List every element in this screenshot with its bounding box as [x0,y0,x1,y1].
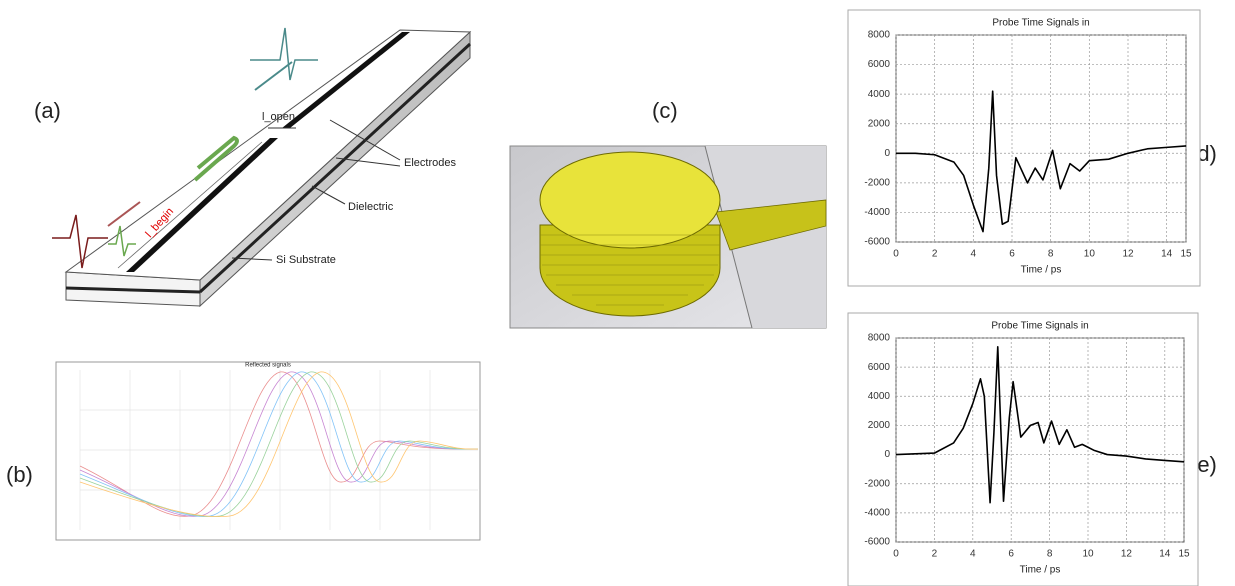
y-tick-label: -6000 [864,237,890,248]
y-tick-label: -4000 [864,507,890,518]
page: {"labels": {"a": "(a)", "b": "(b)", "c":… [0,0,1235,586]
x-tick-label: 2 [932,249,938,260]
panel-a: (a) l_open Electrodes Dielectric Si Subs… [34,28,470,306]
y-tick-label: -6000 [864,537,890,548]
panel-label: (c) [652,98,678,123]
x-tick-label: 0 [893,549,899,560]
figure: (a) l_open Electrodes Dielectric Si Subs… [0,0,1235,586]
x-tick-label: 0 [893,249,899,260]
annotation: Dielectric [348,201,394,213]
y-tick-label: 2000 [868,118,891,129]
chart: Probe Time Signals in Time / ps -6000 -4000… [848,313,1198,586]
y-tick-label: 0 [884,148,890,159]
x-tick-label: 8 [1047,549,1053,560]
annotation: Electrodes [404,157,456,169]
panel-b: Reflected signals (b) [6,362,480,540]
chart-title: Reflected signals [245,363,291,369]
y-tick-label: 6000 [868,362,891,373]
panel-label: (b) [6,462,33,487]
y-tick-label: 8000 [868,30,891,41]
x-tick-label: 15 [1178,549,1190,560]
panel-c: (c) [510,98,826,328]
plot-area [896,35,1186,242]
y-tick-label: -4000 [864,207,890,218]
y-tick-label: 4000 [868,89,891,100]
x-tick-label: 12 [1122,249,1134,260]
x-axis-label: Time / ps [1020,565,1061,576]
x-tick-label: 6 [1009,249,1015,260]
chart-title: Probe Time Signals in [992,18,1089,29]
x-tick-label: 4 [970,549,976,560]
panel-label: (a) [34,98,61,123]
y-tick-label: 6000 [868,59,891,70]
x-tick-label: 4 [971,249,977,260]
x-tick-label: 8 [1048,249,1054,260]
x-tick-label: 6 [1008,549,1014,560]
y-tick-label: 2000 [868,420,891,431]
annotation: l_open [262,111,295,123]
x-tick-label: 10 [1084,249,1096,260]
y-tick-label: 4000 [868,391,891,402]
plot-area [896,338,1184,542]
x-tick-label: 14 [1159,549,1171,560]
y-tick-label: -2000 [864,478,890,489]
chart: Probe Time Signals in Time / ps -6000 -4000… [848,10,1200,286]
x-tick-label: 14 [1161,249,1173,260]
x-axis-label: Time / ps [1021,265,1062,276]
y-tick-label: 0 [884,449,890,460]
x-tick-label: 2 [932,549,938,560]
y-tick-label: -2000 [864,177,890,188]
annotation: Si Substrate [276,254,336,266]
x-tick-label: 15 [1180,249,1192,260]
chart-title: Probe Time Signals in [991,321,1088,332]
x-tick-label: 10 [1082,549,1094,560]
x-tick-label: 12 [1121,549,1133,560]
y-tick-label: 8000 [868,333,891,344]
